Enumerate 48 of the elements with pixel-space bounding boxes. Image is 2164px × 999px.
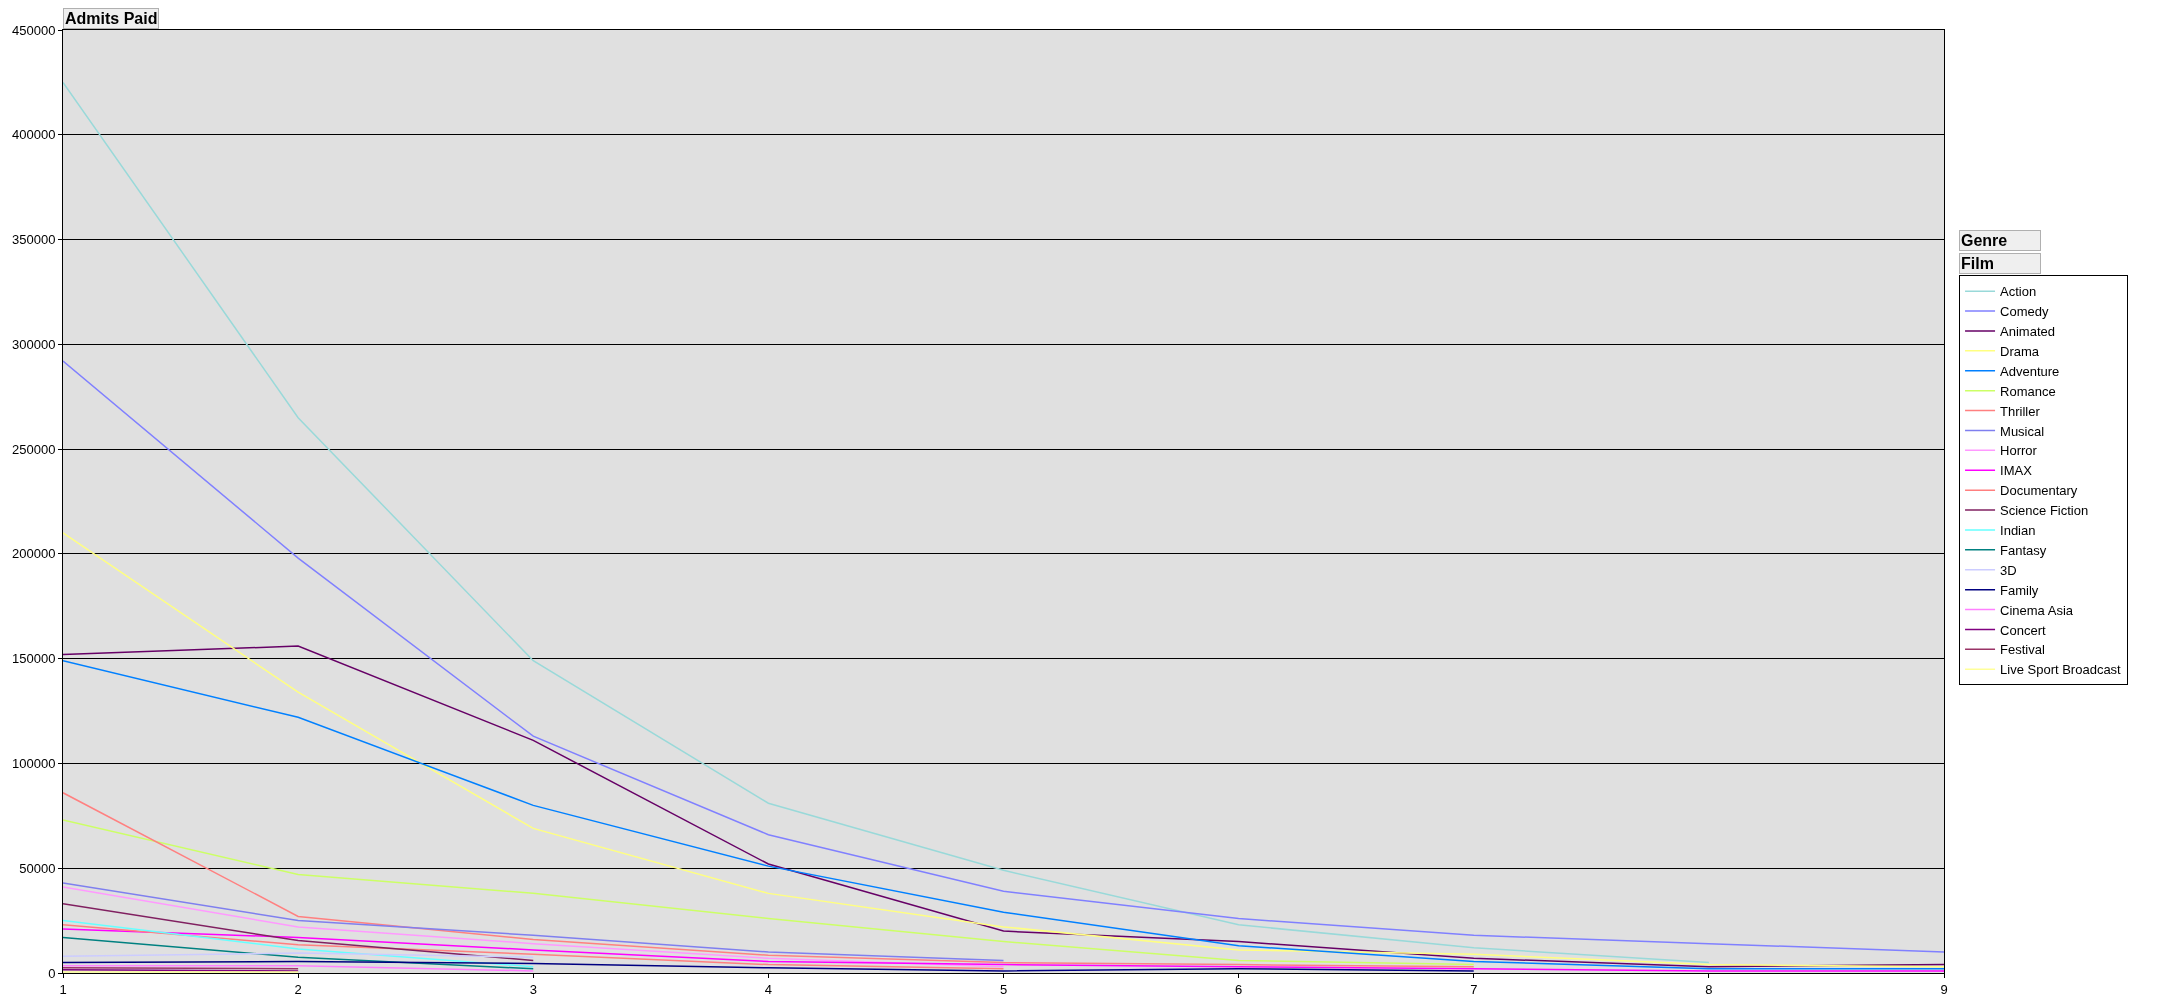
y-axis-title: Admits Paid (65, 10, 158, 27)
x-tick-label: 1 (59, 981, 67, 997)
y-tick-label: 450000 (12, 22, 56, 38)
legend-label: Documentary (2000, 483, 2078, 499)
legend-label: Animated (2000, 324, 2055, 339)
legend-label: Adventure (2000, 363, 2060, 379)
line-series (63, 81, 1710, 964)
y-tick-label: 400000 (12, 127, 56, 143)
legend-label: Concert (2000, 622, 2046, 638)
legend-label: Indian (2000, 523, 2036, 538)
legend-label: Family (2000, 582, 2039, 598)
y-tick-label: 350000 (12, 232, 56, 248)
y-tick-label: 250000 (12, 441, 56, 457)
x-tick-label: 4 (764, 981, 772, 997)
y-tick-label: 200000 (12, 546, 56, 562)
legend-label: Musical (2000, 423, 2045, 439)
legend-label: Fantasy (2000, 542, 2047, 558)
legend-label: Thriller (2000, 403, 2041, 419)
y-tick-label: 50000 (19, 860, 56, 876)
line-series (63, 792, 1475, 968)
text: Film (1961, 255, 1994, 272)
line-series (63, 960, 1475, 972)
x-tick-label: 9 (1940, 981, 1948, 997)
line-series (63, 928, 1944, 972)
legend-label: Science Fiction (2000, 503, 2089, 519)
legend-label: Live Sport Broadcast (2000, 662, 2122, 678)
legend-label: Action (2000, 284, 2037, 300)
y-tick-label: 300000 (12, 336, 56, 352)
legend-label: Cinema Asia (2000, 602, 2074, 618)
legend-label: Horror (2000, 443, 2038, 459)
x-tick-label: 7 (1470, 981, 1478, 997)
x-tick-label: 8 (1705, 981, 1713, 997)
x-tick-label: 2 (294, 981, 302, 997)
line-series (63, 819, 1475, 966)
y-tick-label: 0 (48, 965, 56, 981)
legend-title: Genre (1961, 232, 2008, 249)
legend-label: Festival (2000, 642, 2045, 658)
y-tick-label: 150000 (12, 651, 56, 667)
legend-label: 3D (2000, 562, 2017, 578)
legend-label: Comedy (2000, 304, 2049, 320)
line-series (63, 924, 1005, 970)
y-tick-label: 100000 (12, 755, 56, 771)
x-tick-label: 6 (1235, 981, 1243, 997)
x-tick-label: 3 (529, 981, 537, 997)
legend-label: Drama (2000, 343, 2040, 359)
legend-label: Romance (2000, 383, 2056, 399)
legend-label: IMAX (2000, 463, 2033, 479)
x-tick-label: 5 (999, 981, 1008, 997)
